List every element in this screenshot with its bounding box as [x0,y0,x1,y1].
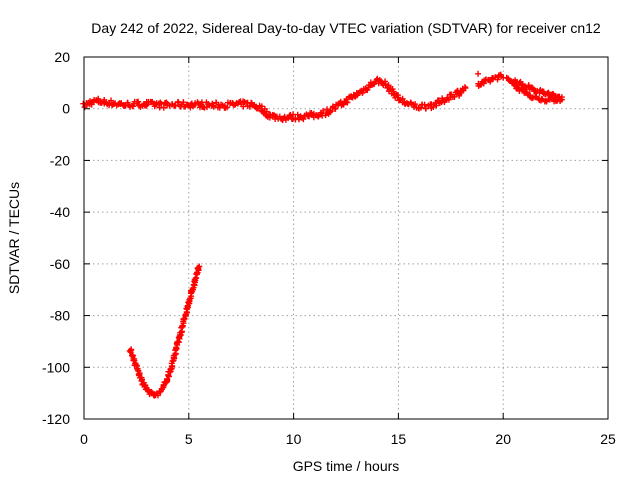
data-point [528,84,535,91]
x-tick-label: 25 [600,431,616,447]
data-point [475,70,482,77]
data-point [117,101,124,108]
y-tick-label: -60 [50,256,70,272]
data-point [133,361,140,368]
chart-title: Day 242 of 2022, Sidereal Day-to-day VTE… [91,20,601,36]
data-point [359,89,366,96]
data-point [196,263,203,270]
data-point [300,116,307,123]
data-point [323,106,330,113]
data-point [558,96,565,103]
data-point [385,82,392,89]
x-tick-label: 15 [391,431,407,447]
y-axis-label: SDTVAR / TECUs [6,182,22,294]
grid-lines [84,57,608,419]
data-point [344,99,351,106]
data-point [509,79,516,86]
x-tick-label: 5 [185,431,193,447]
data-point [224,104,231,111]
data-point [456,92,463,99]
data-point [421,101,428,108]
data-point [180,99,187,106]
y-tick-label: -40 [50,204,70,220]
data-point [525,82,532,89]
data-point [451,93,458,100]
y-tick-label: -20 [50,152,70,168]
plot-frame [83,56,609,420]
y-tick-label: 0 [62,101,70,117]
data-point [320,107,327,114]
axis-ticks: 0 5 10 15 20 25 20 0 -20 -40 -60 -80 -100 -120 [42,49,616,447]
data-point [108,97,115,104]
data-point [135,98,142,105]
data-point [210,103,217,110]
data-point [433,102,440,109]
data-points [80,70,565,399]
y-tick-label: -120 [42,411,70,427]
data-point [462,85,469,92]
data-point [160,104,167,111]
x-axis-label: GPS time / hours [293,458,400,474]
x-tick-label: 10 [286,431,302,447]
data-point [494,76,501,83]
data-point [286,112,293,119]
y-tick-label: 20 [54,49,70,65]
data-point [154,392,161,399]
data-point [412,101,419,108]
y-tick-label: -100 [42,359,70,375]
x-tick-label: 0 [80,431,88,447]
y-tick-label: -80 [50,308,70,324]
x-tick-label: 20 [495,431,511,447]
data-point [158,100,165,107]
data-point [327,108,334,115]
data-point [152,101,159,108]
data-point [500,74,507,81]
